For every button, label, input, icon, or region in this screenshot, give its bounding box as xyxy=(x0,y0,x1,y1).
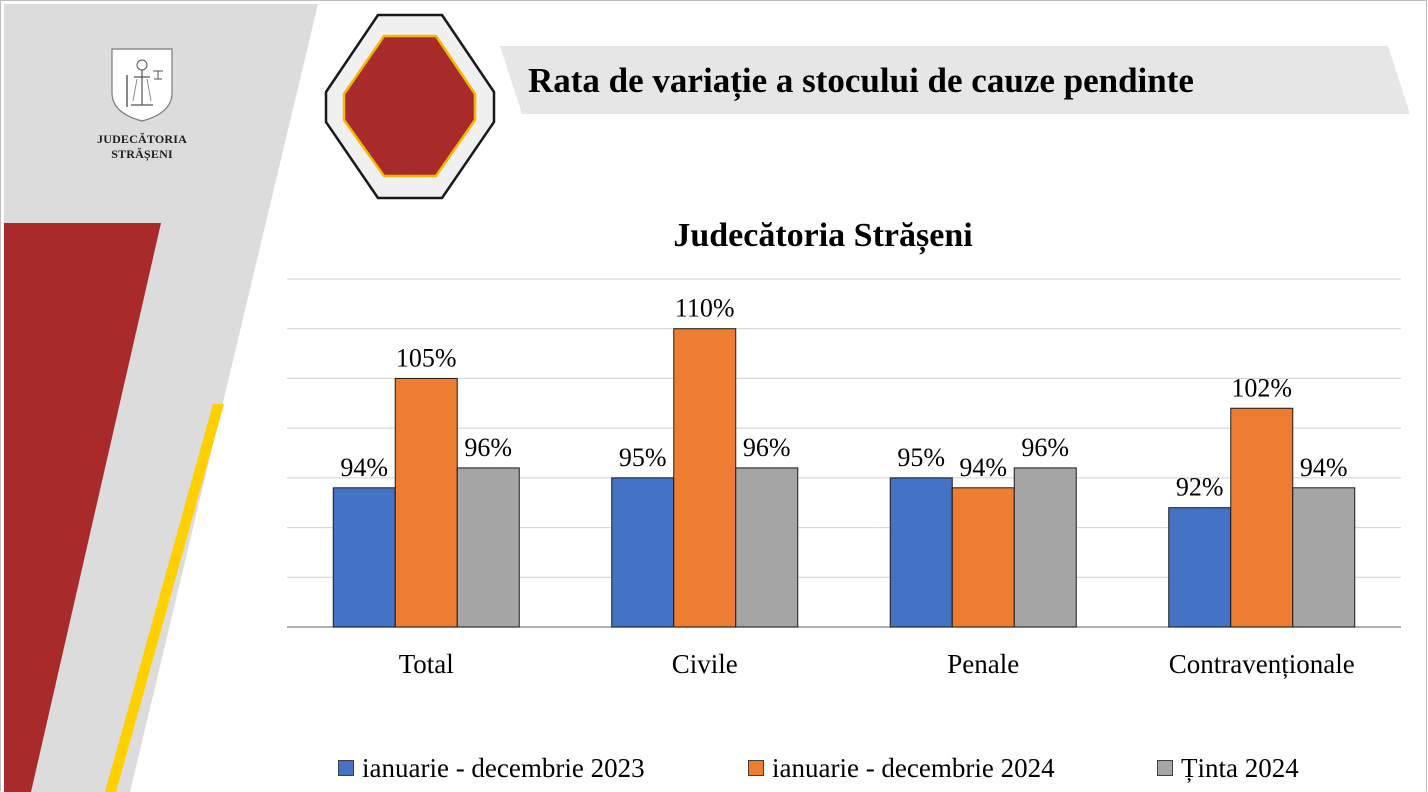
value-label: 94% xyxy=(340,453,388,482)
legend-swatch xyxy=(338,760,354,776)
value-label: 96% xyxy=(743,433,791,462)
bar-penale-series-1 xyxy=(889,477,953,628)
logo-text-line2: STRĂȘENI xyxy=(111,147,173,161)
legend-item: ianuarie - decembrie 2023 xyxy=(338,748,645,788)
category-label: Penale xyxy=(947,649,1019,679)
slide-title: Rata de variație a stocului de cauze pen… xyxy=(528,61,1194,100)
bar-total-series-1 xyxy=(332,487,396,628)
legend-swatch xyxy=(1157,760,1173,776)
value-label: 95% xyxy=(619,443,667,472)
chart-title: Judecătoria Strășeni xyxy=(673,217,972,255)
legend-item: Ținta 2024 xyxy=(1157,748,1299,788)
left-decoration xyxy=(4,4,318,792)
bar-contravenționale-series-3 xyxy=(1292,487,1356,628)
value-label: 96% xyxy=(464,433,512,462)
value-label: 102% xyxy=(1231,373,1292,402)
legend-label: ianuarie - decembrie 2024 xyxy=(772,752,1055,783)
bar-penale-series-2 xyxy=(951,487,1015,628)
legend-label: ianuarie - decembrie 2023 xyxy=(362,752,645,783)
bar-penale-series-3 xyxy=(1013,467,1077,628)
bar-civile-series-2 xyxy=(673,328,737,628)
bar-civile-series-3 xyxy=(735,467,799,628)
category-label: Contravenționale xyxy=(1169,649,1355,679)
bar-civile-series-1 xyxy=(611,477,675,628)
value-label: 110% xyxy=(675,294,735,323)
value-labels: 94% 105% 96% 95% 110% 96% 95% 94% 96% 92% 102% 94% xyxy=(340,294,1347,502)
legend-label: Ținta 2024 xyxy=(1181,752,1299,783)
hexagon-decoration xyxy=(324,13,496,200)
category-labels: Total Civile Penale Contravenționale xyxy=(399,649,1355,679)
bar-contravenționale-series-2 xyxy=(1230,407,1294,628)
value-label: 105% xyxy=(396,343,457,372)
logo-text-line1: JUDECĂTORIA xyxy=(97,132,187,146)
gray-band xyxy=(4,4,318,792)
legend-item: ianuarie - decembrie 2024 xyxy=(748,748,1055,788)
bar-contravenționale-series-1 xyxy=(1168,507,1232,628)
value-label: 96% xyxy=(1021,433,1069,462)
logo-name: JUDECĂTORIA STRĂȘENI xyxy=(82,132,202,162)
legend: ianuarie - decembrie 2023 ianuarie - dece… xyxy=(0,748,1428,788)
legend-swatch xyxy=(748,760,764,776)
value-label: 92% xyxy=(1176,473,1224,502)
value-label: 94% xyxy=(1300,453,1348,482)
bars xyxy=(332,328,1356,628)
court-logo: JUDECĂTORIA STRĂȘENI xyxy=(82,45,202,162)
bar-total-series-3 xyxy=(456,467,520,628)
bar-total-series-2 xyxy=(394,377,458,628)
category-label: Total xyxy=(399,649,454,679)
court-emblem-icon xyxy=(111,48,173,122)
yellow-stripe xyxy=(105,404,224,792)
title-band xyxy=(500,46,1410,114)
red-band xyxy=(4,223,161,792)
category-label: Civile xyxy=(672,649,738,679)
value-label: 95% xyxy=(897,443,945,472)
value-label: 94% xyxy=(959,453,1007,482)
